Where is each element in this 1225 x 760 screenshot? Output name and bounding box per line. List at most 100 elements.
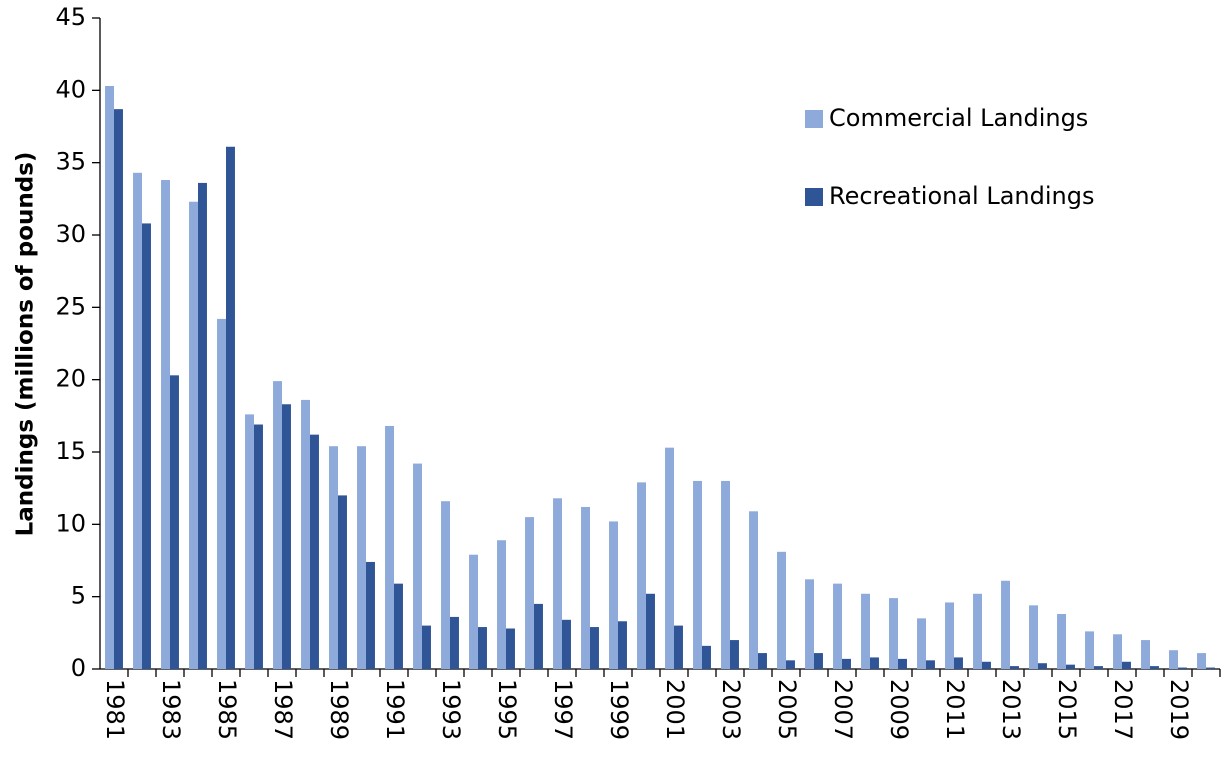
bar: [422, 625, 431, 669]
bar: [814, 653, 823, 669]
x-tick-label: 2019: [1165, 679, 1193, 740]
y-tick-label: 5: [71, 582, 86, 610]
bar: [1057, 614, 1066, 669]
bar: [693, 480, 702, 669]
bar: [1066, 664, 1075, 669]
x-tick-label: 1991: [381, 679, 409, 740]
bar: [833, 583, 842, 669]
x-tick-label: 1997: [549, 679, 577, 740]
bar: [310, 434, 319, 669]
bar: [889, 598, 898, 669]
bar: [777, 551, 786, 669]
legend-label: Recreational Landings: [829, 182, 1095, 210]
bar: [590, 627, 599, 669]
bar: [217, 318, 226, 669]
bar: [721, 480, 730, 669]
bar: [469, 554, 478, 669]
bar: [338, 495, 347, 669]
bar: [1094, 666, 1103, 669]
x-tick-label: 1993: [437, 679, 465, 740]
x-tick-label: 2007: [829, 679, 857, 740]
bar: [478, 627, 487, 669]
y-tick-label: 30: [55, 220, 86, 248]
x-tick-label: 2009: [885, 679, 913, 740]
bar: [1197, 653, 1206, 669]
bar: [198, 182, 207, 670]
bar: [506, 628, 515, 669]
bar: [114, 109, 123, 669]
bar: [926, 660, 935, 669]
x-tick-label: 2015: [1053, 679, 1081, 740]
bar: [1113, 634, 1122, 669]
bar: [805, 579, 814, 669]
bar: [562, 619, 571, 669]
x-tick-label: 2011: [941, 679, 969, 740]
bar: [357, 446, 366, 669]
x-tick-label: 2003: [717, 679, 745, 740]
y-tick-label: 0: [71, 654, 86, 682]
bar: [581, 506, 590, 669]
bar: [534, 603, 543, 669]
bar: [786, 660, 795, 669]
bar: [1085, 631, 1094, 669]
bar: [1122, 661, 1131, 669]
bar: [553, 498, 562, 669]
x-tick-label: 1995: [493, 679, 521, 740]
bar: [749, 511, 758, 669]
bar: [665, 447, 674, 669]
bar: [161, 180, 170, 669]
bar: [870, 657, 879, 669]
x-tick-label: 2013: [997, 679, 1025, 740]
bar: [170, 375, 179, 669]
bar: [609, 521, 618, 669]
x-tick-label: 2005: [773, 679, 801, 740]
bar: [301, 399, 310, 669]
bar: [133, 172, 142, 669]
y-tick-label: 40: [55, 75, 86, 103]
y-tick-label: 35: [55, 148, 86, 176]
x-tick-label: 2017: [1109, 679, 1137, 740]
legend-label: Commercial Landings: [829, 104, 1088, 132]
bar: [450, 616, 459, 669]
bar: [413, 463, 422, 669]
bar: [1169, 650, 1178, 669]
bar: [982, 661, 991, 669]
bar: [394, 583, 403, 669]
bar: [898, 658, 907, 669]
bar: [842, 658, 851, 669]
bar: [497, 540, 506, 669]
x-tick-label: 1989: [325, 679, 353, 740]
bar: [646, 593, 655, 669]
bar: [105, 85, 114, 669]
bar: [758, 653, 767, 669]
bar: [730, 640, 739, 669]
y-tick-label: 25: [55, 292, 86, 320]
y-axis-label: Landings (millions of pounds): [13, 152, 39, 537]
bar: [1001, 580, 1010, 669]
bar: [282, 404, 291, 669]
bar: [254, 424, 263, 669]
bar: [441, 501, 450, 669]
bar: [954, 657, 963, 669]
bar: [973, 593, 982, 669]
y-tick-label: 20: [55, 365, 86, 393]
bar: [189, 201, 198, 669]
bar: [366, 561, 375, 669]
bar: [245, 414, 254, 669]
x-tick-label: 1987: [269, 679, 297, 740]
x-tick-label: 1981: [101, 679, 129, 740]
bar: [1206, 667, 1215, 669]
legend-swatch: [805, 110, 823, 128]
bar: [861, 593, 870, 669]
x-tick-label: 1983: [157, 679, 185, 740]
bar: [618, 621, 627, 669]
bar: [329, 446, 338, 669]
y-tick-label: 45: [55, 3, 86, 31]
bar: [637, 482, 646, 669]
y-tick-label: 15: [55, 437, 86, 465]
bar: [945, 602, 954, 669]
bar: [1141, 640, 1150, 669]
bar: [1038, 663, 1047, 669]
x-tick-label: 2001: [661, 679, 689, 740]
